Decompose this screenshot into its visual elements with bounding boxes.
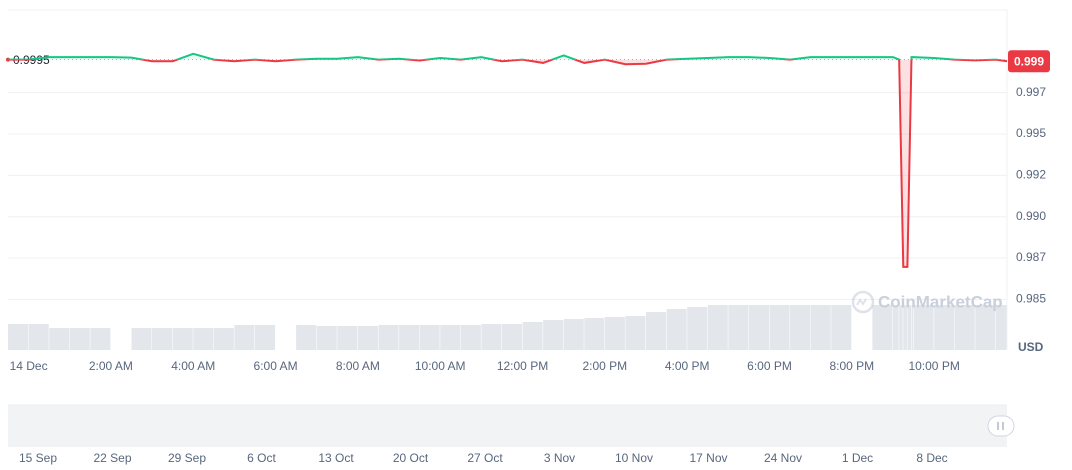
volume-bar <box>790 305 811 350</box>
y-unit: USD <box>1018 340 1044 354</box>
volume-bar <box>899 305 903 350</box>
navigator-label: 22 Sep <box>93 451 131 465</box>
navigator-label: 6 Oct <box>247 451 276 465</box>
volume-bar <box>646 312 667 350</box>
volume-bar <box>995 305 1007 350</box>
y-tick-label: 0.985 <box>1016 292 1046 306</box>
volume-bar <box>296 325 317 350</box>
volume-bar <box>378 325 399 350</box>
volume-bar <box>357 326 378 350</box>
volume-bar <box>810 305 831 350</box>
x-tick-label: 6:00 AM <box>254 359 298 373</box>
volume-bar <box>625 316 646 350</box>
navigator-label: 3 Nov <box>544 451 575 465</box>
x-tick-label: 8:00 AM <box>336 359 380 373</box>
volume-bar <box>975 305 996 350</box>
navigator-label: 17 Nov <box>689 451 727 465</box>
volume-bar <box>913 305 934 350</box>
volume-bar <box>707 305 728 350</box>
navigator-handle[interactable] <box>987 415 1015 437</box>
price-line-up <box>8 52 1003 60</box>
volume-bar <box>254 325 276 350</box>
volume-bar <box>28 324 49 350</box>
price-line-down <box>8 59 1008 268</box>
volume-bar <box>748 305 769 350</box>
navigator-label: 29 Sep <box>168 451 206 465</box>
volume-bar <box>193 328 214 350</box>
navigator-label: 10 Nov <box>615 451 653 465</box>
x-tick-label: 2:00 PM <box>582 359 627 373</box>
volume-bar <box>769 305 790 350</box>
area-down <box>8 59 1007 267</box>
volume-bar <box>954 305 975 350</box>
volume-bar <box>666 309 687 350</box>
x-tick-label: 12:00 PM <box>497 359 548 373</box>
volume-bar <box>316 326 337 350</box>
y-tick-label: 0.995 <box>1016 126 1046 140</box>
volume-bar <box>8 324 29 350</box>
last-price-tag <box>1008 50 1050 73</box>
volume-bar <box>234 325 255 350</box>
x-tick-label: 10:00 PM <box>908 359 959 373</box>
x-tick-label: 10:00 AM <box>415 359 466 373</box>
x-tick-label: 4:00 AM <box>171 359 215 373</box>
y-tick-label: 0.992 <box>1016 168 1046 182</box>
navigator-label: 24 Nov <box>764 451 802 465</box>
volume-bar <box>522 322 543 350</box>
last-price-label: 0.999 <box>1014 54 1044 68</box>
volume-bar <box>728 305 749 350</box>
navigator-label: 1 Dec <box>842 451 873 465</box>
volume-bar <box>460 325 481 350</box>
x-tick-label: 14 Dec <box>10 359 48 373</box>
volume-bar <box>604 317 625 350</box>
volume-bar <box>911 305 914 350</box>
volume-bar <box>152 328 173 350</box>
volume-bar <box>872 305 893 350</box>
watermark: CoinMarketCap <box>878 292 1003 311</box>
volume-bar <box>337 326 358 350</box>
volume-bar <box>831 305 852 350</box>
volume-bar <box>543 320 564 350</box>
volume-bar <box>481 324 502 350</box>
y-tick-label: 0.987 <box>1016 250 1046 264</box>
volume-bar <box>687 307 708 350</box>
volume-bar <box>903 305 907 350</box>
volume-bar <box>131 328 152 350</box>
volume-bar <box>892 305 899 350</box>
volume-bar <box>440 325 461 350</box>
navigator-label: 20 Oct <box>393 451 429 465</box>
x-tick-label: 2:00 AM <box>89 359 133 373</box>
volume-bar <box>90 328 111 350</box>
navigator-label: 13 Oct <box>318 451 354 465</box>
volume-bar <box>907 305 912 350</box>
watermark-logo <box>851 290 875 314</box>
plot: 0.997 0.995 0.992 0.990 0.987 0.985 14 Dec 2:00… <box>6 9 1050 465</box>
x-tick-label: 4:00 PM <box>665 359 710 373</box>
volume-bar <box>69 328 90 350</box>
navigator-label: 27 Oct <box>467 451 503 465</box>
volume-bar <box>172 328 193 350</box>
volume-bar <box>563 319 584 350</box>
y-tick-label: 0.990 <box>1016 209 1046 223</box>
volume-bar <box>934 305 955 350</box>
volume-bar <box>584 318 605 350</box>
volume-bar <box>399 325 420 350</box>
area-up <box>28 53 955 60</box>
x-tick-label: 6:00 PM <box>747 359 792 373</box>
y-tick-label: 0.997 <box>1016 85 1046 99</box>
navigator <box>8 405 1007 447</box>
navigator-label: 15 Sep <box>19 451 57 465</box>
navigator-label: 8 Dec <box>916 451 947 465</box>
volume-bar <box>501 324 523 350</box>
volume-bar <box>49 328 70 350</box>
volume-bar <box>419 325 440 350</box>
x-tick-label: 8:00 PM <box>829 359 874 373</box>
volume-bar <box>213 328 234 350</box>
